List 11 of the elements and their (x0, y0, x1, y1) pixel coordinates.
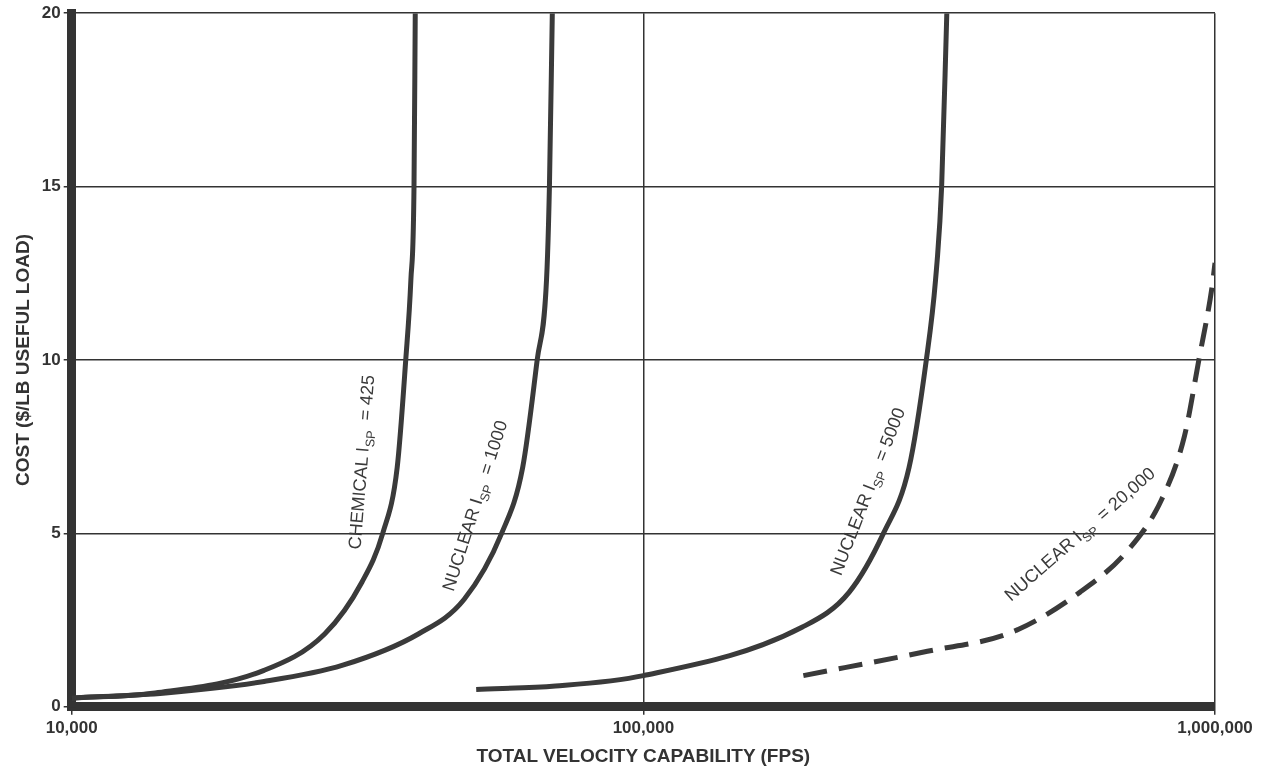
y-tick-label: 20 (41, 2, 61, 22)
x-axis-title: TOTAL VELOCITY CAPABILITY (FPS) (476, 744, 811, 766)
y-tick-label: 5 (51, 523, 61, 543)
y-axis-title: COST ($/LB USEFUL LOAD) (11, 234, 33, 486)
x-tick-label: 100,000 (612, 717, 675, 737)
x-tick-label: 1,000,000 (1177, 717, 1253, 737)
x-tick-label: 10,000 (45, 717, 98, 737)
y-tick-label: 10 (41, 349, 61, 369)
y-tick-label: 0 (51, 696, 61, 716)
y-tick-label: 15 (41, 176, 61, 196)
text: CHEMICAL ISP = 425 (344, 374, 379, 551)
